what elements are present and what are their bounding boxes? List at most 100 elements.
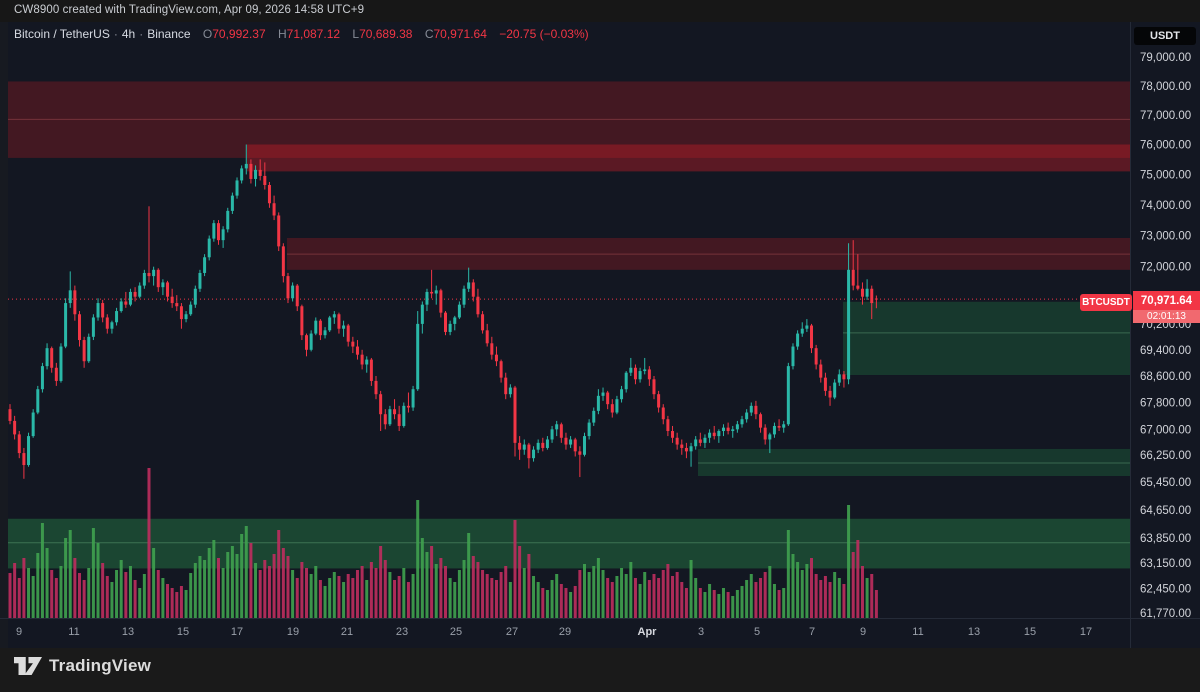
time-tick-label[interactable]: 11 bbox=[68, 626, 79, 638]
price-tick-label[interactable]: 77,000.00 bbox=[1140, 110, 1191, 122]
price-tick-label[interactable]: 66,250.00 bbox=[1140, 450, 1191, 462]
volume-bar bbox=[494, 580, 498, 618]
time-tick-label[interactable]: 15 bbox=[1024, 626, 1036, 638]
candle-body bbox=[777, 425, 781, 428]
time-tick-label[interactable]: 17 bbox=[1080, 626, 1092, 638]
volume-bar bbox=[161, 578, 165, 618]
time-tick-label[interactable]: 19 bbox=[287, 626, 299, 638]
volume-bar bbox=[596, 558, 600, 618]
price-tick-label[interactable]: 62,450.00 bbox=[1140, 583, 1191, 595]
candle-body bbox=[721, 427, 725, 432]
symbol-title[interactable]: Bitcoin / TetherUS bbox=[14, 27, 110, 41]
price-tick-label[interactable]: 68,600.00 bbox=[1140, 371, 1191, 383]
time-tick-label[interactable]: 23 bbox=[396, 626, 408, 638]
volume-bar bbox=[87, 568, 91, 618]
price-tick-label[interactable]: 74,000.00 bbox=[1140, 200, 1191, 212]
currency-toggle-button[interactable]: USDT bbox=[1134, 27, 1196, 45]
candle-body bbox=[661, 407, 665, 420]
time-tick-label[interactable]: 21 bbox=[341, 626, 353, 638]
candle-body bbox=[541, 442, 545, 448]
volume-bar bbox=[73, 558, 77, 618]
volume-bar bbox=[856, 540, 860, 618]
candle-body bbox=[545, 439, 549, 448]
candle-body bbox=[124, 301, 128, 305]
candle-body bbox=[462, 288, 466, 305]
candle-body bbox=[471, 282, 475, 297]
candle-body bbox=[397, 414, 401, 426]
time-tick-label[interactable]: 3 bbox=[698, 626, 704, 638]
candle-body bbox=[351, 341, 355, 347]
volume-bar bbox=[189, 573, 193, 618]
price-tick-label[interactable]: 67,000.00 bbox=[1140, 424, 1191, 436]
candle-body bbox=[860, 288, 864, 297]
symbol-legend[interactable]: Bitcoin / TetherUS · 4h · Binance O70,992.37… bbox=[14, 27, 589, 41]
interval-label[interactable]: 4h bbox=[121, 27, 136, 41]
bar-countdown-label: 02:01:13 bbox=[1133, 310, 1200, 323]
price-tick-label[interactable]: 63,850.00 bbox=[1140, 533, 1191, 545]
volume-bar bbox=[694, 578, 698, 618]
volume-bar bbox=[800, 570, 804, 618]
candle-body bbox=[212, 223, 216, 239]
open-label: O bbox=[202, 27, 213, 41]
candle-body bbox=[726, 427, 730, 432]
volume-bar bbox=[346, 574, 350, 618]
candle-body bbox=[115, 311, 119, 323]
candle-body bbox=[8, 409, 12, 421]
candle-body bbox=[77, 314, 81, 341]
candle-body bbox=[666, 419, 670, 432]
volume-bar bbox=[559, 584, 563, 618]
volume-bar bbox=[587, 572, 591, 618]
candle-body bbox=[258, 169, 262, 176]
time-tick-label[interactable]: 27 bbox=[506, 626, 518, 638]
price-tick-label[interactable]: 69,400.00 bbox=[1140, 345, 1191, 357]
volume-bar bbox=[8, 573, 12, 618]
candle-body bbox=[291, 285, 295, 299]
volume-bar bbox=[152, 548, 156, 618]
time-tick-label[interactable]: Apr bbox=[638, 626, 658, 638]
candle-body bbox=[40, 366, 44, 390]
price-tick-label[interactable]: 63,150.00 bbox=[1140, 558, 1191, 570]
time-tick-label[interactable]: 11 bbox=[912, 626, 923, 638]
price-tick-label[interactable]: 64,650.00 bbox=[1140, 505, 1191, 517]
candle-body bbox=[763, 427, 767, 440]
tradingview-logo[interactable]: TradingView bbox=[14, 656, 151, 676]
price-tick-label[interactable]: 61,770.00 bbox=[1140, 608, 1191, 620]
volume-bar bbox=[142, 574, 146, 618]
time-tick-label[interactable]: 9 bbox=[860, 626, 866, 638]
volume-bar bbox=[703, 592, 707, 618]
time-tick-label[interactable]: 25 bbox=[450, 626, 462, 638]
volume-bar bbox=[782, 588, 786, 618]
candle-body bbox=[138, 285, 142, 297]
time-tick-label[interactable]: 13 bbox=[122, 626, 134, 638]
volume-bar bbox=[661, 570, 665, 618]
candle-body bbox=[453, 317, 457, 324]
price-tick-label[interactable]: 73,000.00 bbox=[1140, 231, 1191, 243]
candle-body bbox=[499, 361, 503, 378]
price-tick-label[interactable]: 76,000.00 bbox=[1140, 139, 1191, 151]
volume-bar bbox=[430, 546, 434, 618]
candle-body bbox=[847, 269, 851, 380]
time-tick-label[interactable]: 7 bbox=[809, 626, 815, 638]
volume-bar bbox=[499, 572, 503, 618]
time-tick-label[interactable]: 13 bbox=[968, 626, 980, 638]
time-tick-label[interactable]: 15 bbox=[177, 626, 189, 638]
volume-bar bbox=[490, 578, 494, 618]
volume-bar bbox=[467, 533, 471, 618]
candle-body bbox=[865, 288, 869, 297]
price-tick-label[interactable]: 65,450.00 bbox=[1140, 477, 1191, 489]
candle-body bbox=[374, 380, 378, 395]
volume-bar bbox=[244, 526, 248, 618]
price-tick-label[interactable]: 75,000.00 bbox=[1140, 169, 1191, 181]
price-tick-label[interactable]: 67,800.00 bbox=[1140, 398, 1191, 410]
price-tick-label[interactable]: 79,000.00 bbox=[1140, 52, 1191, 64]
time-tick-label[interactable]: 9 bbox=[16, 626, 22, 638]
candle-body bbox=[388, 409, 392, 425]
tradingview-logo-icon bbox=[14, 656, 42, 676]
zone-demand-65630-66420 bbox=[698, 448, 1130, 477]
time-tick-label[interactable]: 5 bbox=[754, 626, 760, 638]
time-tick-label[interactable]: 17 bbox=[231, 626, 243, 638]
price-tick-label[interactable]: 72,000.00 bbox=[1140, 262, 1191, 274]
price-tick-label[interactable]: 78,000.00 bbox=[1140, 81, 1191, 93]
time-tick-label[interactable]: 29 bbox=[559, 626, 571, 638]
